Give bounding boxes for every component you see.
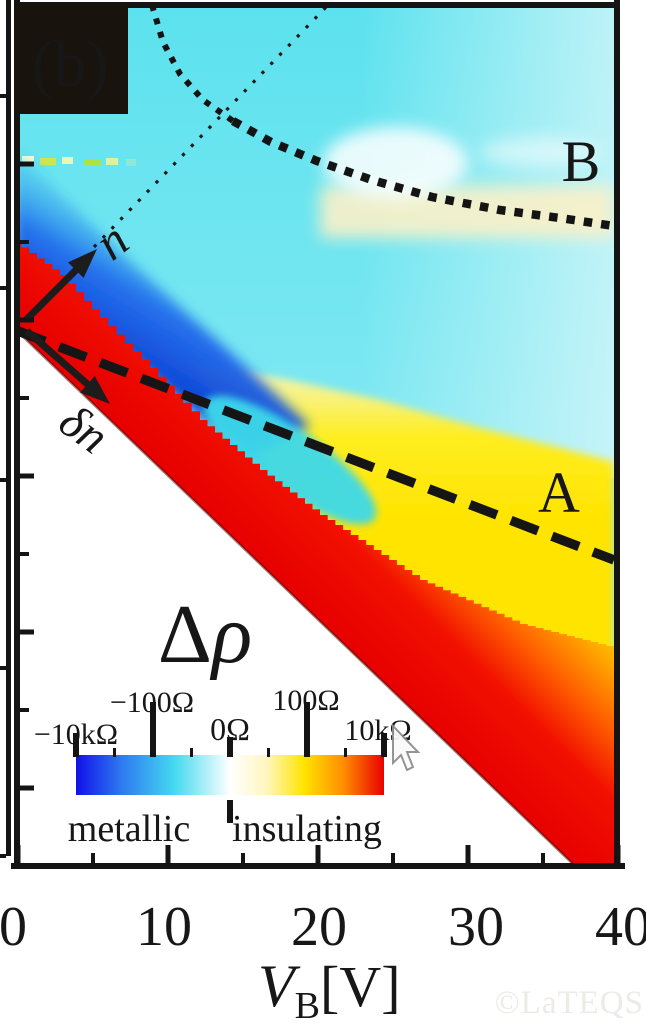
white-patch [323, 127, 467, 199]
speck-artifact [106, 158, 118, 165]
colorbar-ticks [73, 702, 387, 823]
y-minor-tick [20, 708, 29, 712]
y-major-tick [20, 317, 34, 323]
insulating-red-band [20, 242, 614, 863]
y-major-tick [20, 473, 34, 479]
colorbar-major-tick [150, 702, 156, 757]
heatmap-layer [20, 8, 614, 863]
density-offset-arrow-head [80, 375, 110, 404]
pale-upper-right [360, 8, 614, 478]
x-major-tick [465, 845, 471, 863]
adjacent-panel-tick [0, 854, 6, 858]
axes-layer [0, 0, 625, 869]
colorbar [76, 755, 384, 795]
y-minor-tick [20, 396, 29, 400]
x-tick-10: 10 [136, 896, 192, 958]
cyan-teardrop-region [203, 395, 377, 525]
insulating-label: insulating [232, 808, 382, 850]
x-tick-30: 30 [448, 896, 504, 958]
adjacent-panel-edge [6, 0, 11, 856]
plot-frame-right [614, 0, 620, 869]
speck-artifact [62, 157, 73, 164]
x-minor-tick [541, 853, 545, 863]
speck-artifact [126, 159, 136, 166]
y-major-tick [20, 629, 34, 635]
colorbar-minor-tick [190, 748, 193, 757]
guide-curves-layer [20, 8, 614, 565]
colorbar-major-tick [381, 733, 387, 757]
plot-frame-top [14, 2, 620, 8]
curve-a-dashed [20, 326, 614, 565]
colorbar-center-dash [227, 800, 233, 823]
white-patch [480, 137, 600, 167]
curve-b-dotted [230, 117, 614, 231]
curve-b-label: B [562, 129, 601, 194]
cursor-arrow [392, 723, 421, 772]
density-arrow-shaft [23, 264, 82, 323]
adjacent-panel-tick [0, 94, 6, 98]
plot-frame-left [14, 0, 20, 869]
x-major-tick [615, 845, 621, 863]
watermark: ©LaTEQS [495, 985, 644, 1021]
metallic-label: metallic [68, 808, 190, 850]
x-tick-40: 40 [595, 896, 646, 958]
x-axis-title: VB[V] [258, 953, 401, 1024]
mouse-cursor [392, 723, 421, 772]
speck-artifact [22, 156, 34, 163]
x-tick-0: 0 [0, 896, 27, 958]
panel-label-box [14, 2, 128, 114]
legend-title: Δρ [158, 588, 252, 681]
x-major-tick [15, 845, 21, 863]
colorbar-minor-tick [113, 748, 116, 757]
curve-a-label: A [538, 460, 580, 525]
adjacent-panel-tick [0, 666, 6, 670]
y-minor-tick [20, 240, 29, 244]
x-major-tick [165, 845, 171, 863]
x-axis-line [11, 863, 625, 869]
diagonal-edge [20, 332, 574, 863]
density-offset-arrow-shaft [24, 328, 93, 390]
colorbar-major-tick [304, 702, 310, 757]
colorbar-major-tick [73, 733, 79, 757]
x-major-tick [315, 845, 321, 863]
y-minor-tick [20, 552, 29, 556]
panel-label: (b) [32, 28, 109, 101]
axis-arrows-layer [23, 249, 110, 404]
y-major-tick [20, 161, 34, 167]
curve-b-dotted-upper [149, 8, 235, 124]
colorbar-minor-tick [267, 748, 270, 757]
metallic-blue-band [20, 153, 310, 456]
colorbar-minor-tick [344, 748, 347, 757]
speck-artifact [84, 159, 101, 166]
adjacent-panel-tick [0, 286, 6, 290]
x-tick-20: 20 [291, 896, 347, 958]
density-arrow-head [68, 249, 97, 278]
speck-artifact [40, 158, 56, 165]
x-minor-tick [91, 853, 95, 863]
y-major-tick [20, 785, 34, 791]
adjacent-panel-tick [0, 478, 6, 482]
colorbar-major-tick [227, 737, 233, 757]
x-minor-tick [391, 853, 395, 863]
x-minor-tick [241, 853, 245, 863]
